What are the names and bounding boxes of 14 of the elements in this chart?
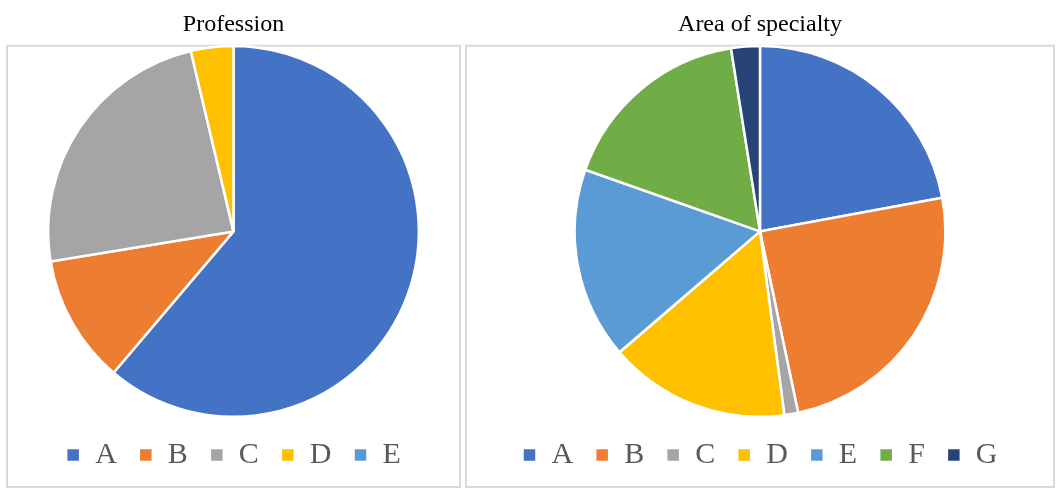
legend-label: B — [624, 435, 645, 469]
legend-label: C — [238, 435, 259, 469]
chart-title: Profession — [182, 9, 285, 36]
legend-label: C — [695, 435, 716, 469]
chart-title: Area of specialty — [678, 9, 842, 36]
legend-label: D — [309, 435, 332, 469]
legend-label: E — [838, 435, 858, 469]
legend-label: G — [975, 435, 998, 469]
legend-label: D — [766, 435, 788, 469]
legend-label: E — [382, 435, 401, 469]
legend-label: A — [95, 435, 118, 469]
legend-label: B — [167, 435, 188, 469]
legend-label: A — [551, 435, 574, 469]
legend-label: F — [908, 435, 925, 469]
